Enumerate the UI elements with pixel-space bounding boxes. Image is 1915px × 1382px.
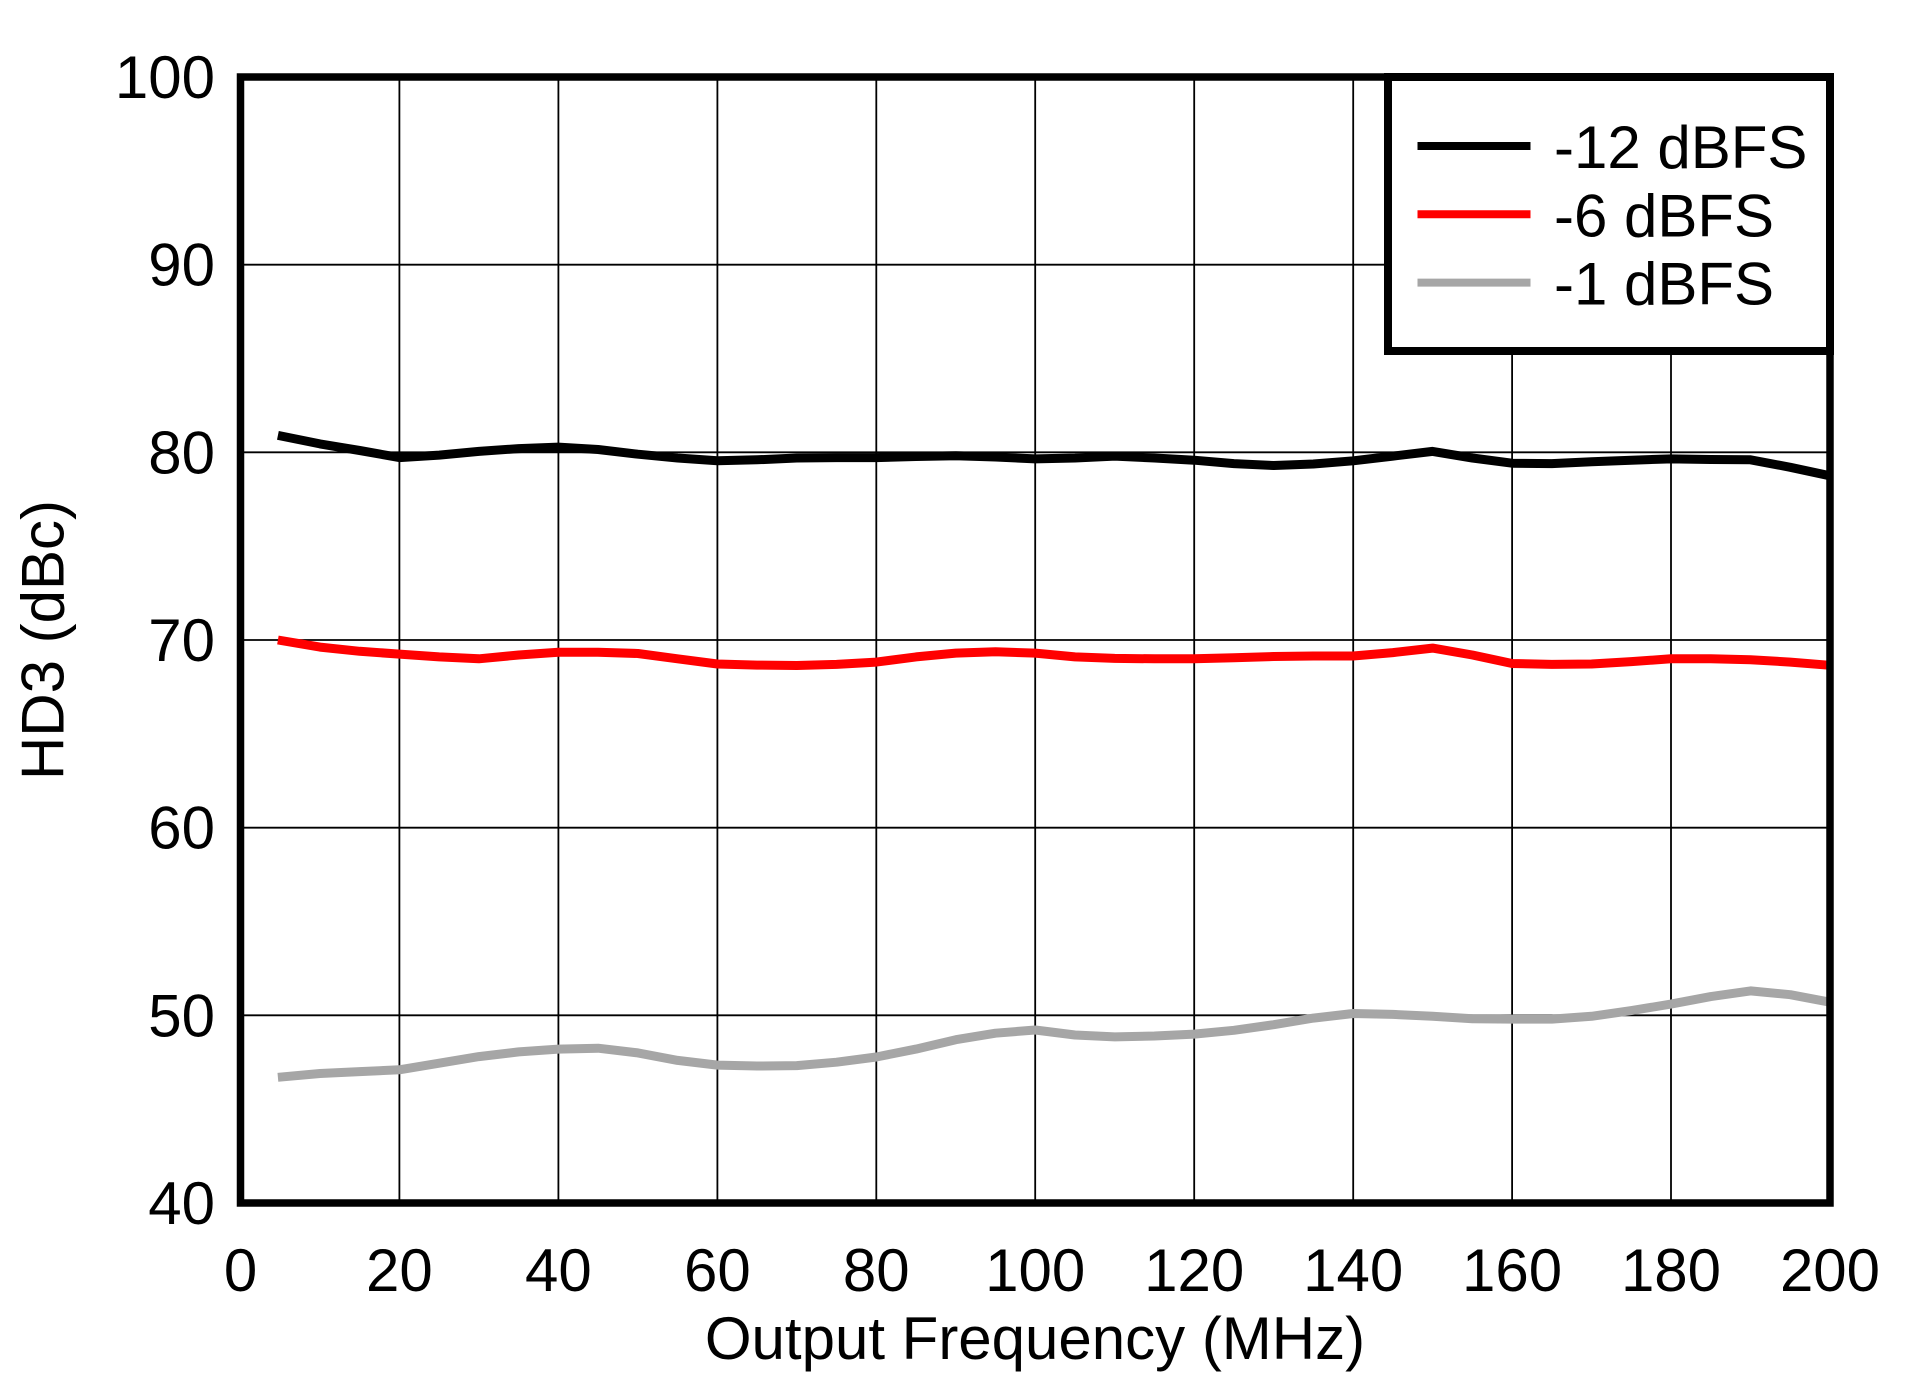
svg-text:80: 80: [148, 419, 215, 486]
svg-text:-6 dBFS: -6 dBFS: [1554, 182, 1774, 249]
svg-text:-1 dBFS: -1 dBFS: [1554, 251, 1774, 318]
svg-text:-12 dBFS: -12 dBFS: [1554, 114, 1807, 181]
svg-text:80: 80: [843, 1237, 910, 1304]
svg-text:120: 120: [1144, 1237, 1244, 1304]
svg-text:40: 40: [525, 1237, 592, 1304]
svg-text:200: 200: [1780, 1237, 1880, 1304]
svg-text:100: 100: [115, 44, 215, 111]
svg-text:60: 60: [148, 795, 215, 862]
svg-text:90: 90: [148, 232, 215, 299]
svg-text:180: 180: [1621, 1237, 1721, 1304]
svg-text:160: 160: [1462, 1237, 1562, 1304]
svg-text:100: 100: [985, 1237, 1085, 1304]
svg-text:140: 140: [1303, 1237, 1403, 1304]
svg-text:0: 0: [224, 1237, 257, 1304]
svg-text:70: 70: [148, 607, 215, 674]
svg-text:50: 50: [148, 982, 215, 1049]
svg-text:Output Frequency (MHz): Output Frequency (MHz): [705, 1305, 1365, 1372]
svg-text:HD3 (dBc): HD3 (dBc): [10, 500, 77, 780]
svg-text:40: 40: [148, 1170, 215, 1237]
svg-text:60: 60: [684, 1237, 751, 1304]
svg-text:20: 20: [366, 1237, 433, 1304]
